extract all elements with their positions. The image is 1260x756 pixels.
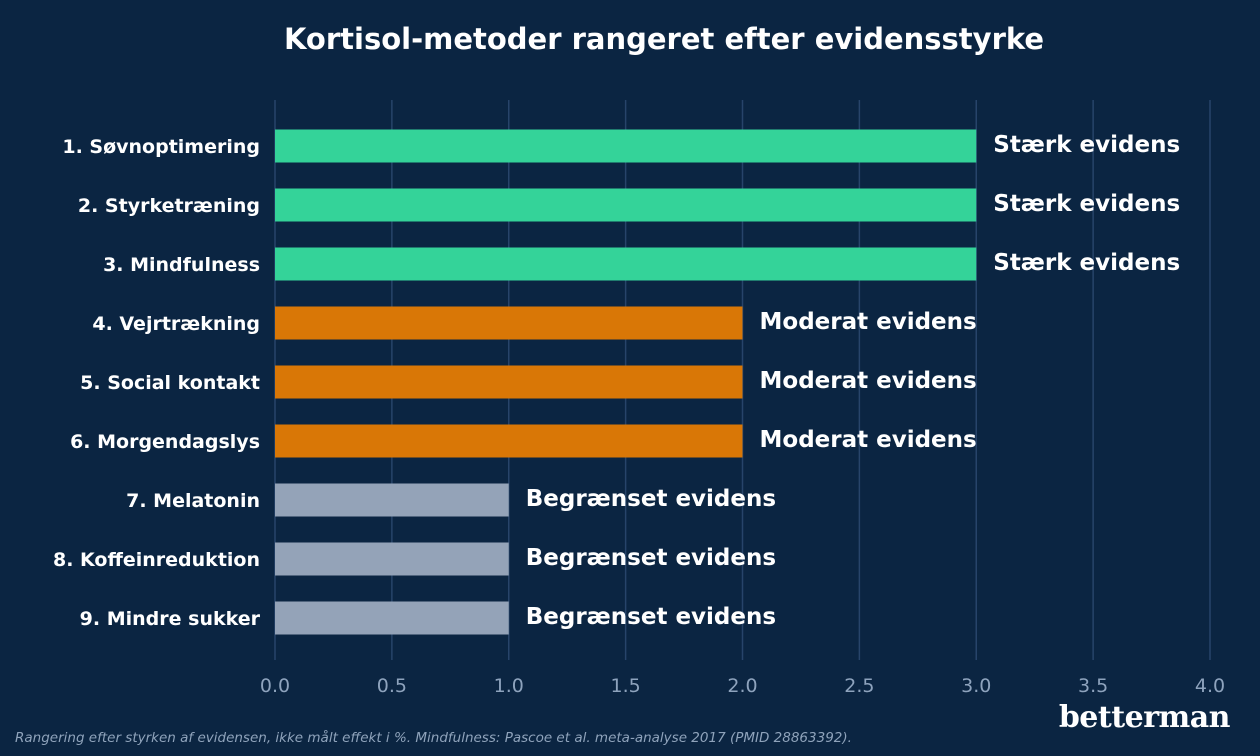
data-label: Moderat evidens [760, 368, 977, 394]
bar [275, 601, 509, 635]
chart-title: Kortisol-metoder rangeret efter evidenss… [283, 22, 1045, 56]
data-labels: Stærk evidens Stærk evidens Stærk evidens M… [526, 132, 1180, 630]
category-label: 4. Vejrtrækning [92, 313, 260, 335]
category-label: 3. Mindfulness [103, 254, 260, 276]
x-tick-label: 2.5 [844, 675, 874, 697]
bars [275, 129, 977, 635]
x-axis-ticks: 0.0 0.5 1.0 1.5 2.0 2.5 3.0 3.5 4.0 [260, 675, 1225, 697]
category-label: 6. Morgendagslys [70, 431, 260, 453]
category-label: 2. Styrketræning [78, 195, 260, 217]
x-tick-label: 4.0 [1195, 675, 1225, 697]
x-tick-label: 3.5 [1078, 675, 1108, 697]
bar [275, 424, 743, 458]
bar [275, 188, 977, 222]
x-tick-label: 3.0 [961, 675, 991, 697]
category-label: 7. Melatonin [126, 490, 260, 512]
category-label: 9. Mindre sukker [80, 608, 261, 630]
footnote: Rangering efter styrken af evidensen, ik… [15, 730, 852, 746]
data-label: Begrænset evidens [526, 604, 776, 630]
category-label: 5. Social kontakt [80, 372, 260, 394]
bar [275, 247, 977, 281]
category-labels: 1. Søvnoptimering 2. Styrketræning 3. Mind… [53, 136, 261, 630]
category-label: 8. Koffeinreduktion [53, 549, 260, 571]
bar [275, 306, 743, 340]
bar [275, 542, 509, 576]
bar [275, 365, 743, 399]
data-label: Stærk evidens [993, 191, 1180, 217]
bar [275, 483, 509, 517]
data-label: Begrænset evidens [526, 545, 776, 571]
x-tick-label: 0.0 [260, 675, 290, 697]
data-label: Stærk evidens [993, 132, 1180, 158]
brand-logo: betterman [1058, 700, 1231, 735]
bar [275, 129, 977, 163]
data-label: Begrænset evidens [526, 486, 776, 512]
data-label: Stærk evidens [993, 250, 1180, 276]
x-tick-label: 1.5 [611, 675, 641, 697]
x-tick-label: 0.5 [377, 675, 407, 697]
x-tick-label: 1.0 [494, 675, 524, 697]
data-label: Moderat evidens [760, 427, 977, 453]
category-label: 1. Søvnoptimering [62, 136, 260, 158]
x-tick-label: 2.0 [727, 675, 757, 697]
data-label: Moderat evidens [760, 309, 977, 335]
